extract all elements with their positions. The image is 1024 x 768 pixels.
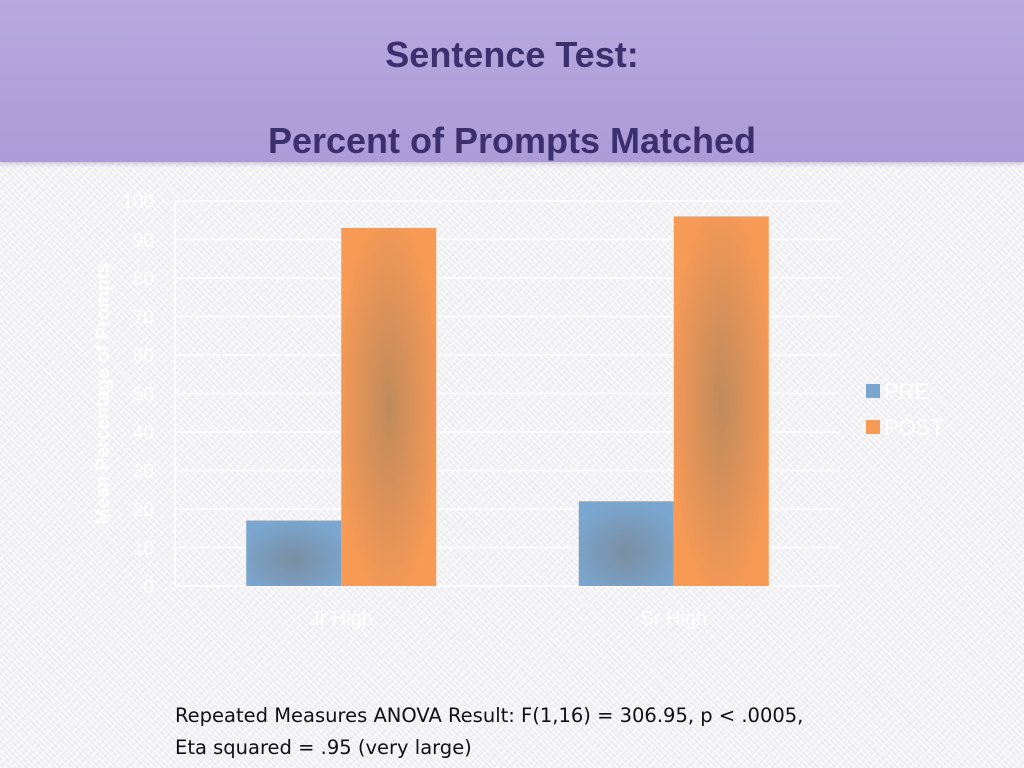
- slide-subtitle: Percent of Prompts Matched: [267, 120, 757, 161]
- bar-pre-jr-high: [246, 520, 342, 586]
- y-tick-label: 0: [143, 577, 154, 598]
- legend-swatch-pre: [866, 384, 880, 398]
- x-tick-label: Sr High: [640, 608, 707, 630]
- y-tick-label: 100: [122, 192, 154, 213]
- y-tick-label: 30: [133, 462, 154, 483]
- y-tick-label: 90: [133, 231, 154, 252]
- y-tick-label: 60: [133, 346, 154, 367]
- y-tick-label: 20: [133, 500, 154, 521]
- y-tick-label: 70: [133, 308, 154, 329]
- bar-post-sr-high: [673, 216, 769, 586]
- y-tick-label: 40: [133, 423, 154, 444]
- legend: PRE POST: [866, 379, 944, 440]
- y-axis-label: Mean Percentage of Prompts: [93, 263, 114, 525]
- anova-line-1: Repeated Measures ANOVA Result: F(1,16) …: [175, 704, 804, 727]
- anova-line-2: Eta squared = .95 (very large): [175, 736, 472, 759]
- y-axis-ticks: 0 10 20 30 40 50 60 70 80 90 100: [122, 192, 154, 598]
- slide-title: Sentence Test:: [385, 34, 639, 75]
- legend-swatch-post: [866, 420, 880, 434]
- legend-label-post: POST: [884, 415, 944, 440]
- y-tick-label: 80: [133, 269, 154, 290]
- y-tick-label: 10: [133, 539, 154, 560]
- bar-post-jr-high: [341, 227, 437, 586]
- title-banner: Sentence Test: Percent of Prompts Matche…: [0, 0, 1024, 162]
- y-tick-label: 50: [133, 385, 154, 406]
- legend-label-pre: PRE: [884, 379, 929, 404]
- bar-pre-sr-high: [578, 501, 674, 586]
- bars: [246, 216, 769, 586]
- anova-result: Repeated Measures ANOVA Result: F(1,16) …: [175, 700, 995, 764]
- x-tick-label: Jr High: [310, 608, 373, 630]
- x-axis-ticks: Jr High Sr High: [310, 608, 708, 630]
- bar-chart: 0 10 20 30 40 50 60 70 80 90 100 Jr High Sr High Me…: [93, 192, 944, 630]
